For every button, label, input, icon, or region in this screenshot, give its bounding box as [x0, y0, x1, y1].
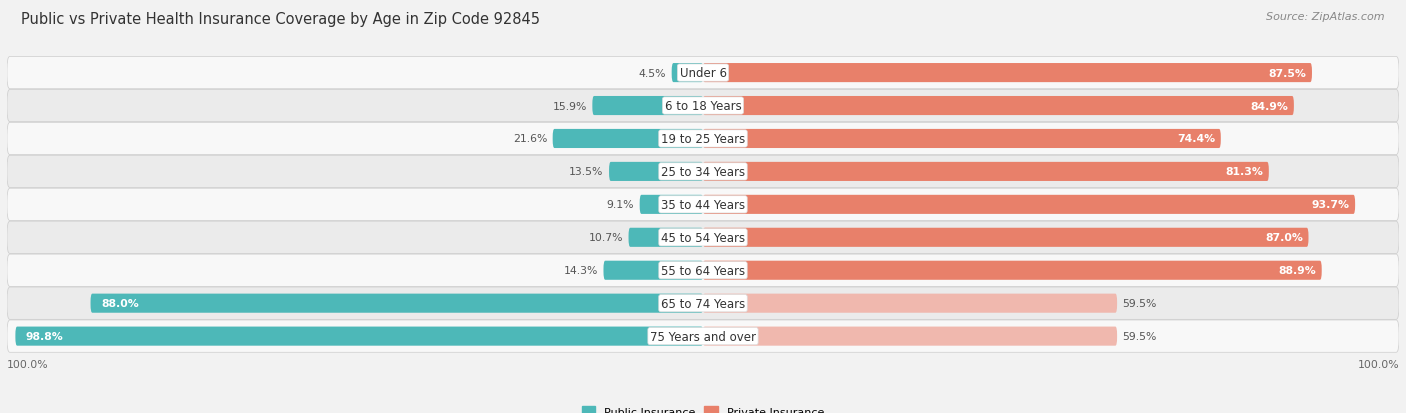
FancyBboxPatch shape — [703, 162, 1268, 182]
FancyBboxPatch shape — [7, 156, 1399, 188]
FancyBboxPatch shape — [603, 261, 703, 280]
FancyBboxPatch shape — [640, 195, 703, 214]
FancyBboxPatch shape — [553, 130, 703, 149]
FancyBboxPatch shape — [7, 287, 1399, 320]
Text: 45 to 54 Years: 45 to 54 Years — [661, 231, 745, 244]
Text: 84.9%: 84.9% — [1250, 101, 1288, 111]
FancyBboxPatch shape — [703, 327, 1118, 346]
Text: 25 to 34 Years: 25 to 34 Years — [661, 166, 745, 178]
FancyBboxPatch shape — [672, 64, 703, 83]
Text: 10.7%: 10.7% — [589, 233, 623, 243]
FancyBboxPatch shape — [609, 162, 703, 182]
Text: 88.9%: 88.9% — [1278, 266, 1316, 275]
Text: Public vs Private Health Insurance Coverage by Age in Zip Code 92845: Public vs Private Health Insurance Cover… — [21, 12, 540, 27]
FancyBboxPatch shape — [703, 195, 1355, 214]
FancyBboxPatch shape — [628, 228, 703, 247]
FancyBboxPatch shape — [90, 294, 703, 313]
Text: 19 to 25 Years: 19 to 25 Years — [661, 133, 745, 146]
Text: 59.5%: 59.5% — [1122, 331, 1157, 341]
Text: 74.4%: 74.4% — [1177, 134, 1215, 144]
Text: 21.6%: 21.6% — [513, 134, 547, 144]
FancyBboxPatch shape — [7, 320, 1399, 352]
Text: 4.5%: 4.5% — [638, 69, 666, 78]
Text: 6 to 18 Years: 6 to 18 Years — [665, 100, 741, 113]
FancyBboxPatch shape — [7, 189, 1399, 221]
FancyBboxPatch shape — [15, 327, 703, 346]
FancyBboxPatch shape — [703, 261, 1322, 280]
Text: 81.3%: 81.3% — [1226, 167, 1263, 177]
Text: 98.8%: 98.8% — [25, 331, 63, 341]
Text: 9.1%: 9.1% — [606, 200, 634, 210]
Text: 100.0%: 100.0% — [7, 358, 49, 369]
FancyBboxPatch shape — [7, 222, 1399, 254]
FancyBboxPatch shape — [703, 64, 1312, 83]
Text: 87.5%: 87.5% — [1268, 69, 1306, 78]
Text: 14.3%: 14.3% — [564, 266, 598, 275]
Legend: Public Insurance, Private Insurance: Public Insurance, Private Insurance — [578, 402, 828, 413]
Text: 93.7%: 93.7% — [1312, 200, 1350, 210]
Text: 13.5%: 13.5% — [569, 167, 603, 177]
FancyBboxPatch shape — [7, 90, 1399, 122]
Text: 65 to 74 Years: 65 to 74 Years — [661, 297, 745, 310]
Text: 15.9%: 15.9% — [553, 101, 586, 111]
FancyBboxPatch shape — [7, 123, 1399, 155]
Text: 59.5%: 59.5% — [1122, 299, 1157, 309]
Text: 35 to 44 Years: 35 to 44 Years — [661, 198, 745, 211]
FancyBboxPatch shape — [703, 228, 1309, 247]
FancyBboxPatch shape — [703, 130, 1220, 149]
Text: 55 to 64 Years: 55 to 64 Years — [661, 264, 745, 277]
Text: 100.0%: 100.0% — [1357, 358, 1399, 369]
FancyBboxPatch shape — [7, 57, 1399, 90]
Text: 88.0%: 88.0% — [101, 299, 139, 309]
Text: Under 6: Under 6 — [679, 67, 727, 80]
FancyBboxPatch shape — [703, 294, 1118, 313]
Text: 87.0%: 87.0% — [1265, 233, 1303, 243]
Text: 75 Years and over: 75 Years and over — [650, 330, 756, 343]
FancyBboxPatch shape — [592, 97, 703, 116]
FancyBboxPatch shape — [7, 254, 1399, 287]
FancyBboxPatch shape — [703, 97, 1294, 116]
Text: Source: ZipAtlas.com: Source: ZipAtlas.com — [1267, 12, 1385, 22]
